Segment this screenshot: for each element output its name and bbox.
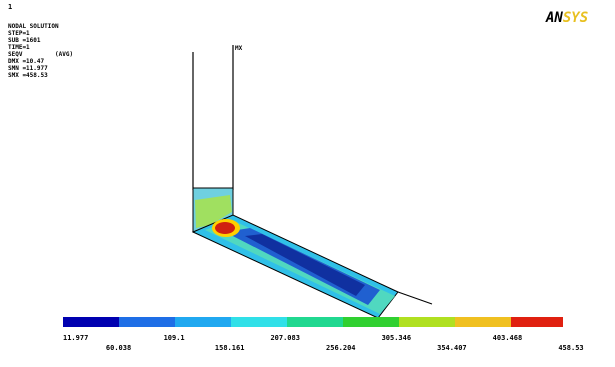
legend-label: 305.346 [382,334,412,342]
info-line: SMX =458.53 [8,72,48,79]
info-line: NODAL SOLUTION [8,23,59,30]
info-line: SMN =11.977 [8,65,48,72]
legend-label: 109.1 [164,334,185,342]
legend-label: 458.53 [558,344,583,352]
background [0,0,615,363]
legend-swatch [119,317,175,327]
legend-bar [63,317,563,327]
legend-swatch [455,317,511,327]
legend-swatch [399,317,455,327]
info-line: SEQV [8,51,23,58]
logo-sys: SYS [563,10,588,26]
legend-swatch [175,317,231,327]
legend-swatch [343,317,399,327]
legend-swatch [231,317,287,327]
legend-swatch [287,317,343,327]
legend-label: 256.204 [326,344,356,352]
logo: ANSYS [545,10,588,26]
logo-an: AN [545,10,563,26]
legend-label: 354.407 [437,344,467,352]
hotspot [215,222,235,234]
info-line: DMX =10.47 [8,58,45,65]
legend-label: 207.083 [270,334,300,342]
legend-label: 403.468 [493,334,523,342]
info-line: STEP=1 [8,30,30,37]
legend-swatch [511,317,563,327]
window-number: 1 [8,3,12,11]
info-line: SUB =1601 [8,37,41,44]
legend-label: 158.161 [215,344,245,352]
info-line: TIME=1 [8,44,30,51]
legend-label: 11.977 [63,334,88,342]
legend-label: 60.038 [106,344,131,352]
info-line: (AVG) [55,51,73,58]
ansys-window: 1 NODAL SOLUTIONSTEP=1SUB =1601TIME=1SEQ… [0,0,615,363]
legend-swatch [63,317,119,327]
max-marker: MX [235,45,243,52]
